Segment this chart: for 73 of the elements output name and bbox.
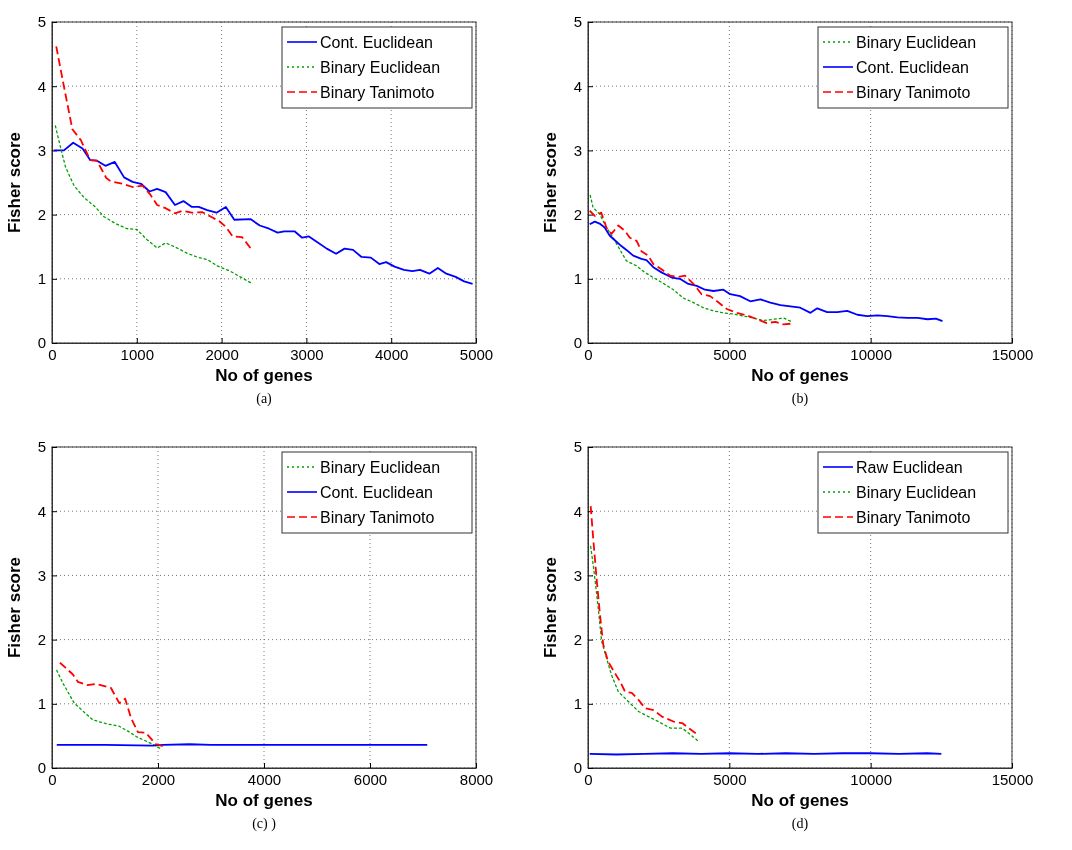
x-tick-label: 10000	[850, 345, 893, 363]
legend-label: Binary Tanimoto	[320, 509, 435, 526]
y-tick-label: 1	[573, 695, 582, 713]
x-axis-title: No of genes	[751, 791, 849, 810]
line-series	[55, 45, 252, 249]
legend-label: Binary Tanimoto	[856, 509, 971, 526]
line-series	[52, 141, 474, 285]
y-axis-title: Fisher score	[541, 556, 560, 659]
y-tick-label: 4	[573, 77, 582, 95]
legend-label: Cont. Euclidean	[856, 59, 969, 76]
x-tick-label: 5000	[713, 770, 747, 788]
x-tick-label: 4000	[375, 345, 409, 363]
x-tick-label: 0	[48, 345, 57, 363]
x-axis-title: No of genes	[215, 791, 313, 810]
x-tick-label: 0	[584, 770, 593, 788]
x-tick-label: 8000	[459, 770, 494, 788]
y-tick-label: 3	[573, 141, 582, 159]
y-tick-label: 1	[37, 270, 46, 288]
y-tick-label: 4	[37, 502, 46, 520]
y-tick-label: 2	[573, 630, 582, 648]
legend-label: Cont. Euclidean	[320, 34, 433, 51]
x-tick-label: 10000	[850, 770, 893, 788]
x-tick-label: 3000	[290, 345, 324, 363]
y-tick-label: 3	[573, 566, 582, 584]
y-tick-label: 5	[573, 438, 582, 456]
x-tick-label: 6000	[353, 770, 388, 788]
x-tick-label: 15000	[991, 345, 1034, 363]
y-tick-label: 5	[37, 13, 46, 31]
legend-label: Binary Tanimoto	[856, 84, 971, 101]
x-axis-title: No of genes	[751, 366, 849, 385]
text: (d)	[791, 816, 809, 832]
line-series	[590, 545, 699, 742]
x-tick-label: 4000	[247, 770, 282, 788]
line-series	[588, 220, 944, 323]
legend-label: Binary Euclidean	[320, 59, 441, 76]
legend-label: Cont. Euclidean	[320, 484, 433, 501]
x-tick-label: 0	[48, 770, 57, 788]
x-tick-label: 5000	[459, 345, 494, 363]
x-tick-label: 2000	[141, 770, 176, 788]
y-tick-label: 0	[37, 334, 46, 352]
y-tick-label: 2	[37, 205, 46, 223]
y-tick-label: 1	[573, 270, 582, 288]
y-tick-label: 5	[573, 13, 582, 31]
x-tick-label: 2000	[205, 345, 239, 363]
text: (c) )	[252, 816, 277, 832]
y-tick-label: 1	[37, 695, 46, 713]
y-tick-label: 3	[37, 566, 46, 584]
y-tick-label: 0	[573, 334, 582, 352]
y-tick-label: 4	[573, 502, 582, 520]
y-tick-label: 3	[37, 141, 46, 159]
y-tick-label: 0	[573, 759, 582, 777]
legend-label: Raw Euclidean	[856, 459, 963, 476]
y-axis-title: Fisher score	[541, 131, 560, 234]
y-tick-label: 0	[37, 759, 46, 777]
y-tick-label: 5	[37, 438, 46, 456]
text: (b)	[791, 391, 809, 407]
legend-label: Binary Euclidean	[856, 34, 977, 51]
legend-label: Binary Euclidean	[320, 459, 441, 476]
legend-label: Binary Euclidean	[856, 484, 977, 501]
y-tick-label: 4	[37, 77, 46, 95]
y-axis-title: Fisher score	[5, 131, 24, 234]
legend-label: Binary Tanimoto	[320, 84, 435, 101]
x-tick-label: 5000	[713, 345, 747, 363]
line-series	[589, 505, 697, 735]
y-tick-label: 2	[37, 630, 46, 648]
x-tick-label: 15000	[991, 770, 1034, 788]
y-tick-label: 2	[573, 205, 582, 223]
x-axis-title: No of genes	[215, 366, 313, 385]
x-tick-label: 0	[584, 345, 593, 363]
y-axis-title: Fisher score	[5, 556, 24, 659]
text: (a)	[256, 391, 273, 407]
x-tick-label: 1000	[120, 345, 154, 363]
line-series	[54, 125, 252, 284]
